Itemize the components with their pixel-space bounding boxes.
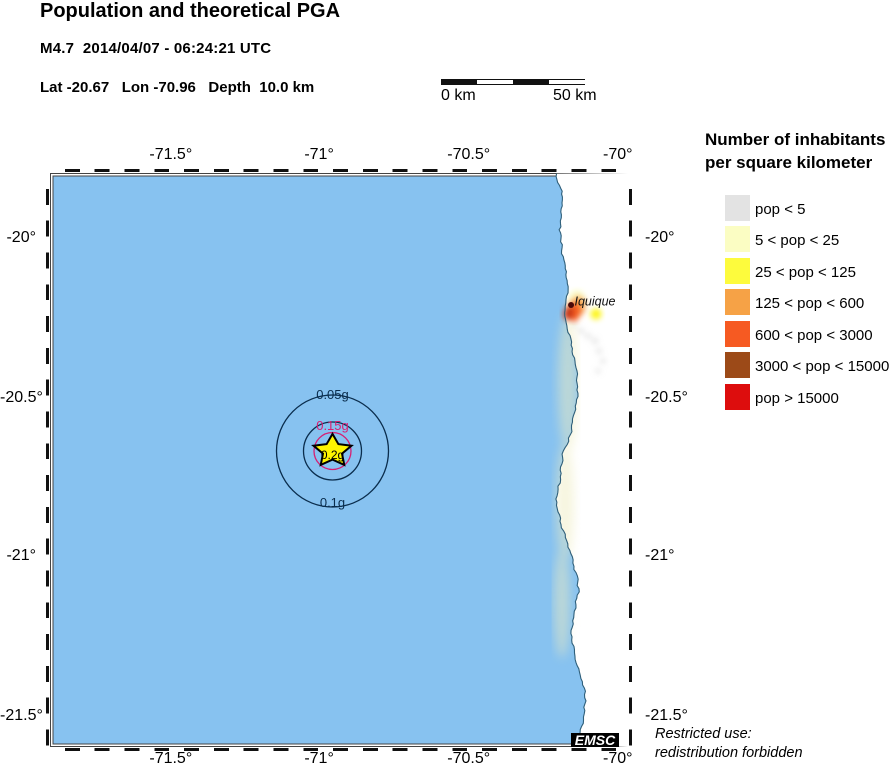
svg-text:0.15g: 0.15g	[316, 418, 349, 433]
svg-text:0.1g: 0.1g	[320, 495, 345, 510]
svg-text:0.2g: 0.2g	[321, 448, 344, 462]
svg-text:0.05g: 0.05g	[316, 387, 349, 402]
svg-text:Iquique: Iquique	[575, 295, 616, 309]
